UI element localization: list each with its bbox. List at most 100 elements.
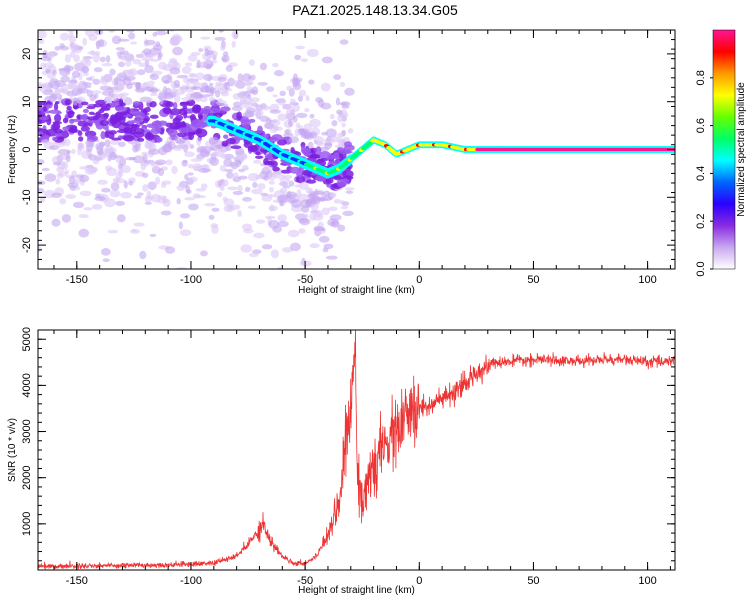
- noise-blob: [92, 203, 103, 210]
- noise-blob: [323, 243, 334, 249]
- noise-blob: [347, 128, 354, 134]
- noise-blob: [344, 141, 352, 148]
- noise-blob: [237, 209, 242, 217]
- noise-blob: [313, 136, 325, 146]
- noise-blob: [115, 47, 125, 51]
- noise-blob: [289, 166, 301, 174]
- noise-blob: [217, 17, 228, 23]
- noise-blob: [184, 151, 195, 158]
- noise-blob: [261, 14, 269, 17]
- y-axis-label: Frequency (Hz): [7, 115, 18, 184]
- noise-blob: [120, 165, 132, 174]
- noise-blob: [221, 179, 229, 187]
- noise-blob: [90, 135, 99, 141]
- noise-blob: [144, 64, 154, 74]
- y-tick-label: 1000: [21, 512, 33, 536]
- noise-blob: [97, 179, 108, 185]
- noise-blob: [133, 131, 145, 138]
- noise-blob: [162, 107, 172, 115]
- noise-blob: [77, 120, 89, 127]
- noise-blob: [298, 125, 303, 130]
- noise-blob: [268, 186, 274, 193]
- noise-blob: [344, 87, 355, 96]
- noise-blob: [294, 128, 300, 137]
- x-tick-label: 0: [416, 575, 422, 587]
- noise-blob: [77, 147, 82, 156]
- noise-blob: [320, 197, 325, 202]
- noise-blob: [333, 74, 342, 80]
- noise-blob: [119, 50, 129, 55]
- noise-blob: [90, 50, 95, 56]
- noise-blob: [93, 156, 104, 161]
- x-tick-label: -150: [66, 575, 88, 587]
- noise-blob: [131, 229, 138, 233]
- noise-blob: [297, 95, 303, 102]
- noise-blob: [64, 15, 72, 18]
- noise-blob: [145, 97, 154, 103]
- noise-blob: [167, 128, 178, 137]
- noise-blob: [277, 220, 289, 228]
- noise-blob: [277, 113, 288, 121]
- noise-blob: [83, 207, 93, 211]
- noise-blob: [286, 349, 294, 358]
- snr-panel: -150 -100 -50 0 50 100 1000 2000 3000 4000 5000 Hei…: [7, 327, 676, 596]
- noise-blob: [290, 146, 295, 154]
- noise-blob: [142, 184, 149, 192]
- noise-blob: [298, 89, 307, 97]
- noise-blob: [115, 200, 125, 206]
- noise-blob: [282, 103, 292, 110]
- noise-blob: [146, 131, 152, 139]
- noise-blob: [149, 73, 160, 81]
- noise-blob: [266, 86, 275, 92]
- noise-blob: [247, 93, 252, 99]
- noise-blob: [190, 158, 203, 162]
- noise-blob: [92, 78, 101, 85]
- noise-blob: [120, 2, 128, 6]
- noise-blob: [237, 92, 245, 98]
- noise-blob: [214, 36, 226, 41]
- noise-blob: [197, 2, 207, 11]
- noise-blob: [108, 130, 118, 135]
- snr-line: [38, 330, 675, 570]
- noise-blob: [187, 172, 194, 176]
- noise-blob: [157, 120, 168, 126]
- noise-blob: [162, 198, 171, 207]
- noise-blob: [202, 111, 207, 115]
- noise-blob: [118, 92, 130, 97]
- noise-blob: [102, 258, 110, 263]
- noise-blob: [168, 141, 173, 149]
- noise-blob: [122, 134, 135, 142]
- noise-blob: [204, 85, 210, 94]
- noise-blob: [188, 72, 196, 78]
- noise-blob: [294, 184, 301, 188]
- noise-blob: [180, 145, 190, 150]
- noise-blob: [180, 84, 187, 94]
- noise-blob: [176, 132, 187, 138]
- noise-blob: [213, 148, 225, 158]
- noise-blob: [217, 87, 228, 95]
- noise-blob: [278, 15, 284, 19]
- noise-blob: [69, 118, 82, 123]
- noise-blob: [285, 191, 298, 199]
- x-tick-label: -100: [180, 274, 202, 286]
- noise-blob: [145, 140, 153, 150]
- noise-blob: [99, 77, 109, 85]
- noise-blob: [141, 172, 149, 178]
- noise-blob: [329, 132, 337, 138]
- noise-blob: [68, 81, 76, 90]
- x-tick-label: 100: [638, 575, 656, 587]
- noise-blob: [104, 144, 114, 154]
- x-tick-label: -50: [297, 274, 313, 286]
- noise-blob: [61, 161, 69, 170]
- noise-blob: [329, 214, 342, 221]
- noise-blob: [286, 198, 298, 204]
- noise-blob: [225, 65, 233, 72]
- noise-blob: [38, 131, 44, 135]
- x-tick-label: 50: [527, 274, 539, 286]
- noise-blob: [106, 167, 117, 177]
- noise-blob: [128, 156, 136, 161]
- noise-blob: [324, 142, 332, 147]
- noise-blob: [85, 139, 94, 148]
- noise-blob: [208, 107, 221, 114]
- noise-blob: [167, 13, 172, 19]
